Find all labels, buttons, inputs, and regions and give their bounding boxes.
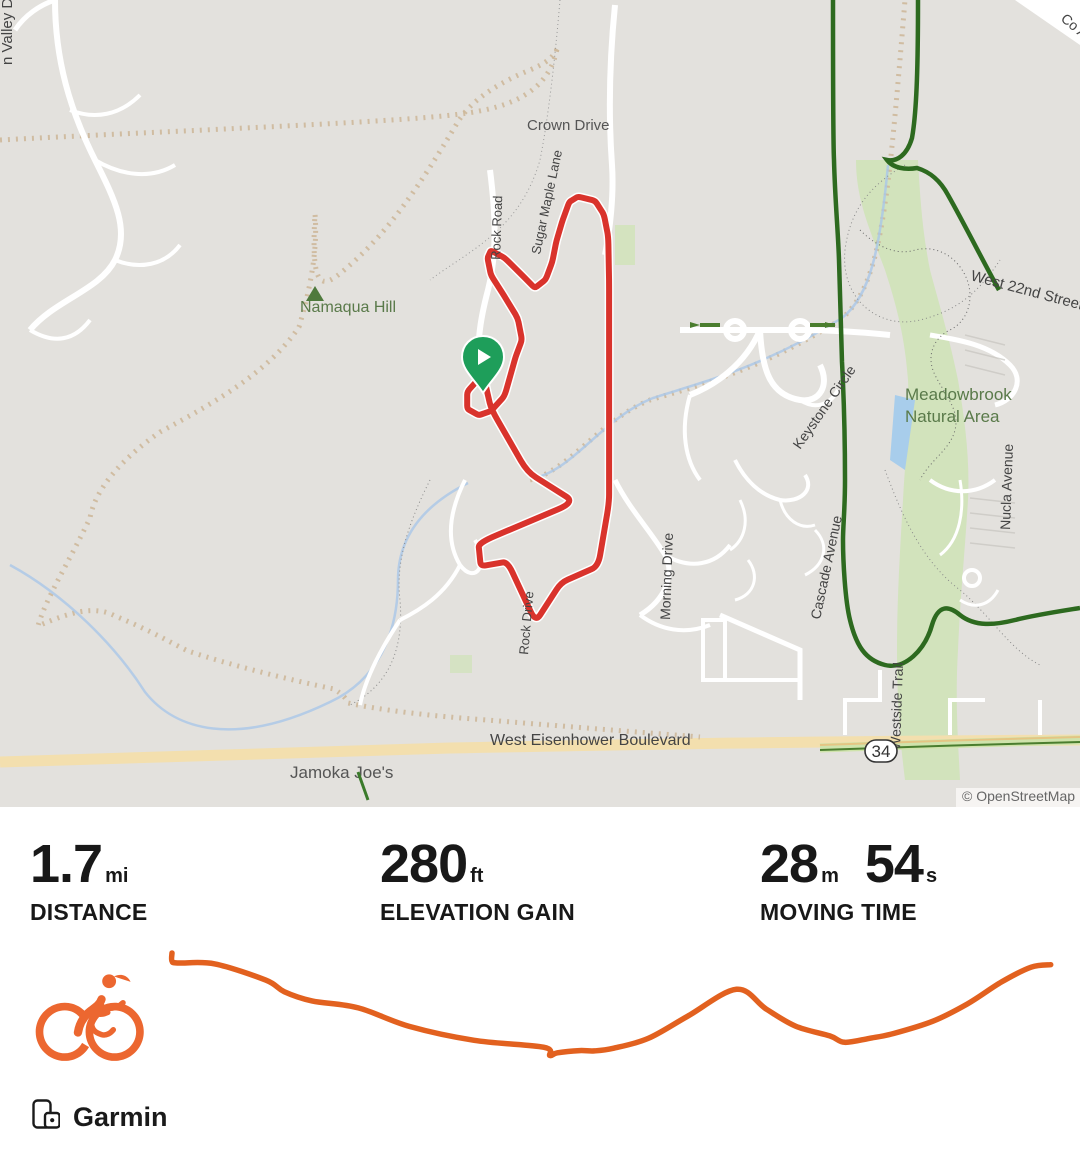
svg-text:Morning Drive: Morning Drive (657, 532, 676, 620)
svg-text:Westside Trail: Westside Trail (887, 662, 906, 750)
svg-text:n Valley Drive: n Valley Drive (0, 0, 16, 65)
svg-text:Rock Road: Rock Road (488, 195, 505, 260)
svg-text:Meadowbrook: Meadowbrook (905, 385, 1012, 404)
svg-text:© OpenStreetMap: © OpenStreetMap (962, 788, 1075, 804)
svg-text:Jamoka Joe's: Jamoka Joe's (290, 763, 393, 782)
svg-text:Natural Area: Natural Area (905, 407, 1000, 426)
svg-text:Namaqua Hill: Namaqua Hill (300, 299, 396, 316)
svg-text:34: 34 (872, 742, 891, 761)
svg-text:Crown Drive: Crown Drive (527, 117, 610, 134)
svg-text:West Eisenhower Boulevard: West Eisenhower Boulevard (490, 732, 691, 749)
svg-text:Nucla Avenue: Nucla Avenue (997, 443, 1016, 530)
